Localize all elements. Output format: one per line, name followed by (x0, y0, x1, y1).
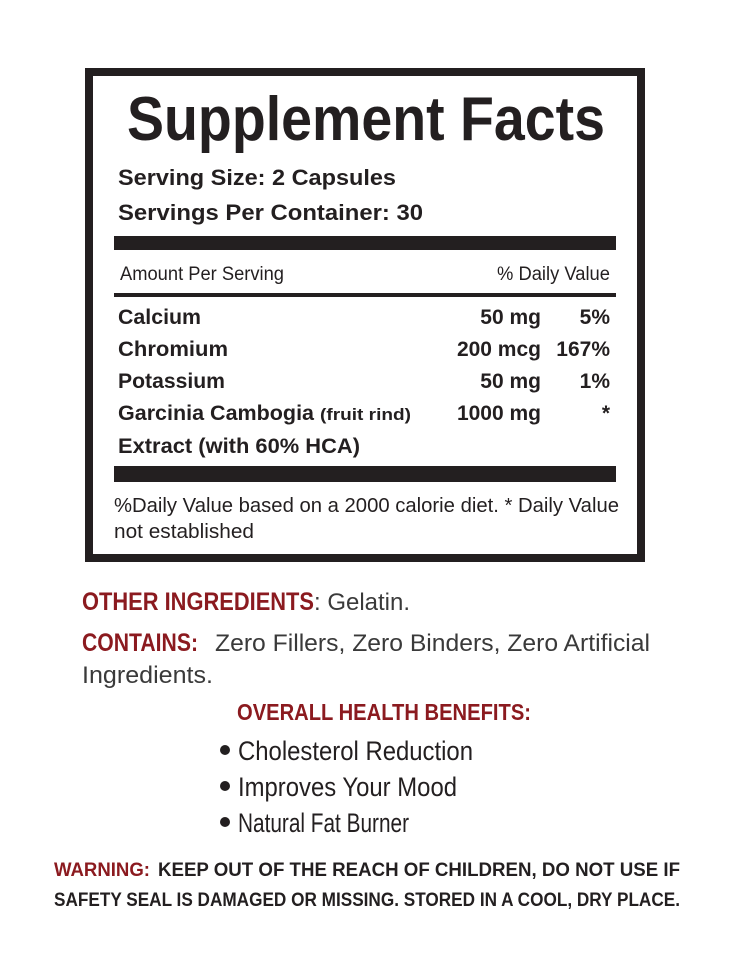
thick-rule (114, 466, 616, 482)
facts-title: Supplement Facts (127, 85, 605, 154)
nutrient-amount: 200 mcg (457, 338, 541, 361)
thick-rule (114, 236, 616, 250)
nutrient-name: Garcinia Cambogia (118, 402, 314, 425)
warning-text: KEEP OUT OF THE REACH OF CHILDREN, DO NO… (158, 860, 680, 881)
bullet (220, 745, 230, 755)
other-ingredients-text: : Gelatin. (314, 589, 410, 616)
nutrient-note: (fruit rind) (320, 405, 411, 424)
facts-rows: Calcium 50 mg 5% Chromium 200 mcg 167% Potassi… (118, 306, 611, 458)
footnote: %Daily Value based on a 2000 calorie die… (114, 495, 619, 517)
other-ingredients-label: OTHER INGREDIENTS (82, 588, 314, 616)
nutrient-amount: 1000 mg (457, 402, 541, 425)
benefit-item: Cholesterol Reduction (238, 736, 473, 766)
nutrient-amount: 50 mg (480, 306, 541, 329)
serving-size: Serving Size: 2 Capsules (118, 165, 396, 190)
dv-header: % Daily Value (497, 264, 610, 285)
contains-text: Zero Fillers, Zero Binders, Zero Artific… (215, 630, 650, 657)
nutrient-amount: 50 mg (480, 370, 541, 393)
nutrient-name: Extract (with 60% HCA) (118, 435, 360, 458)
nutrient-dv: * (602, 402, 611, 425)
amount-header: Amount Per Serving (120, 264, 284, 285)
benefit-item: Improves Your Mood (238, 772, 457, 802)
thin-rule (114, 293, 616, 297)
facts-border (85, 68, 645, 562)
warning-text: SAFETY SEAL IS DAMAGED OR MISSING. STORE… (54, 890, 680, 911)
nutrient-name: Potassium (118, 370, 225, 393)
nutrient-name: Chromium (118, 338, 228, 361)
footnote: not established (114, 521, 254, 543)
benefits-title: OVERALL HEALTH BENEFITS: (237, 699, 531, 725)
nutrient-dv: 5% (580, 306, 611, 329)
bullet (220, 781, 230, 791)
contains-label: CONTAINS: (82, 629, 198, 657)
nutrient-dv: 1% (580, 370, 611, 393)
nutrient-dv: 167% (556, 338, 610, 361)
nutrient-name: Calcium (118, 306, 201, 329)
bullet (220, 817, 230, 827)
benefit-item: Natural Fat Burner (238, 808, 409, 838)
contains-text: Ingredients. (82, 662, 213, 689)
servings-per-container: Servings Per Container: 30 (118, 200, 423, 225)
warning-label: WARNING: (54, 860, 150, 881)
